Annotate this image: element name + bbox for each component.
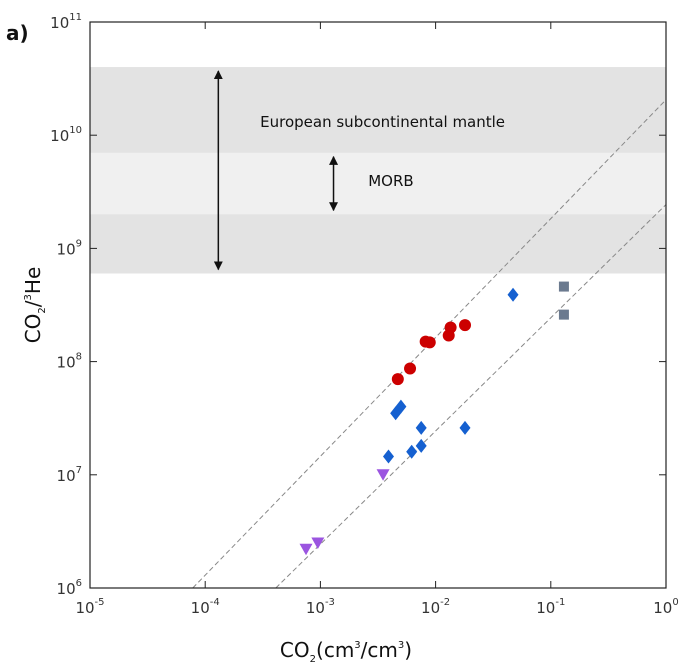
range-label-1: MORB	[368, 172, 413, 190]
range-label-0: European subcontinental mantle	[260, 113, 505, 131]
y-tick-label-5: 1011	[50, 12, 82, 32]
axes: 10-5 10-4 10-3 10-2 10-1 100 106 107 108 109 1010 1…	[50, 12, 679, 617]
band-1	[90, 152, 666, 215]
x-tick-label-4: 10-1	[536, 597, 565, 617]
point-square-1	[558, 309, 569, 320]
point-diamond-4	[415, 438, 427, 453]
x-tick-label-5: 100	[653, 597, 678, 617]
x-axis-title: CO2(cm3/cm3)	[280, 638, 412, 665]
x-tick-label-1: 10-4	[191, 597, 220, 617]
point-diamond-0	[382, 449, 394, 464]
range-arrows: European subcontinental mantle MORB	[213, 70, 505, 271]
point-circle-5	[444, 321, 457, 334]
point-diamond-7	[507, 287, 519, 302]
point-circle-1	[404, 362, 417, 375]
panel-label: a)	[6, 21, 29, 45]
y-tick-label-0: 106	[57, 578, 82, 598]
y-tick-label-2: 108	[57, 352, 82, 372]
point-diamond-5	[415, 420, 427, 435]
point-triangle-0	[299, 543, 313, 556]
point-diamond-2	[395, 399, 407, 414]
x-tick-label-3: 10-2	[421, 597, 450, 617]
y-tick-label-3: 109	[57, 238, 82, 258]
point-circle-6	[459, 319, 472, 332]
point-triangle-2	[376, 469, 390, 481]
y-tick-label-4: 1010	[50, 125, 82, 145]
mantle-bands	[90, 67, 666, 274]
point-circle-0	[391, 373, 404, 386]
x-tick-label-2: 10-3	[306, 597, 335, 617]
y-tick-label-1: 107	[57, 465, 82, 485]
data-points	[299, 281, 569, 556]
x-tick-label-0: 10-5	[75, 597, 104, 617]
point-triangle-1	[311, 537, 325, 549]
y-axis-title: CO2/3He	[21, 267, 48, 344]
point-diamond-3	[406, 444, 418, 459]
plot-frame	[89, 21, 667, 589]
reference-line-1	[275, 204, 666, 588]
point-circle-3	[423, 336, 436, 349]
point-square-0	[558, 281, 569, 292]
point-diamond-6	[459, 420, 471, 435]
